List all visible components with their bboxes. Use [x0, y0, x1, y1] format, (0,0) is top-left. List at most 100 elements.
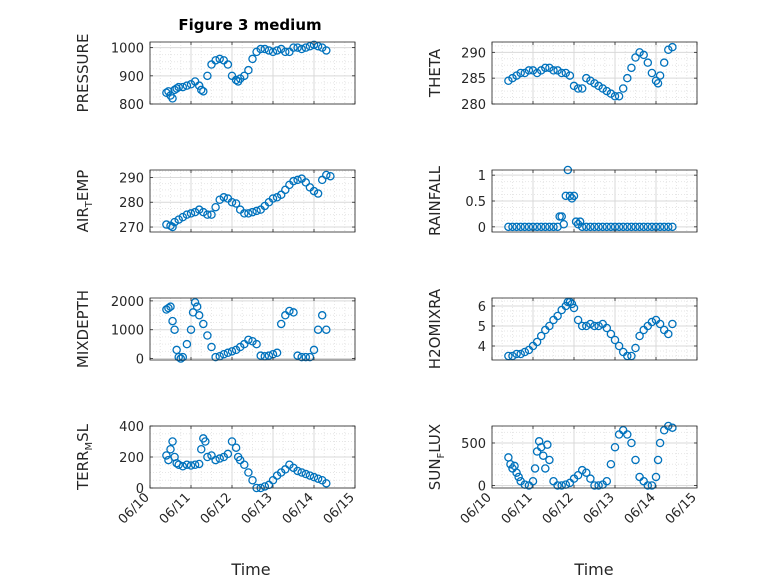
data-point: [512, 222, 521, 232]
data-point: [586, 222, 595, 232]
data-point: [655, 71, 665, 80]
y-axis-label: AIRTEMP: [74, 170, 95, 233]
y-tick-label: 1: [478, 169, 486, 184]
data-point: [248, 475, 257, 485]
data-point: [297, 468, 306, 477]
data-point: [655, 319, 665, 329]
data-point: [211, 455, 220, 465]
data-point: [170, 325, 179, 334]
data-point: [178, 462, 188, 471]
data-point: [164, 87, 173, 96]
data-point: [192, 302, 202, 311]
subplot-pressure: 800 900 1000 PRESSURE: [74, 34, 356, 113]
data-point: [532, 337, 542, 347]
y-tick-label: 6: [478, 300, 486, 315]
data-point: [305, 471, 315, 480]
data-point: [293, 466, 302, 476]
data-point: [227, 437, 237, 446]
y-axis-label-subscript: M: [84, 442, 95, 451]
data-point: [322, 325, 331, 334]
data-point: [240, 71, 249, 81]
data-point: [281, 185, 290, 195]
data-point: [317, 311, 327, 320]
data-point: [594, 481, 603, 490]
data-point: [174, 215, 183, 224]
data-point: [536, 331, 546, 341]
data-point: [219, 349, 229, 359]
data-point: [614, 92, 624, 101]
data-point: [639, 222, 648, 232]
y-tick-label: 290: [119, 171, 144, 186]
data-point: [647, 317, 657, 327]
data-point: [322, 479, 331, 488]
data-point: [586, 319, 595, 329]
data-point: [557, 212, 566, 221]
y-tick-label: 270: [119, 221, 144, 236]
data-point: [305, 41, 315, 51]
data-point: [326, 171, 335, 181]
y-axis-label-subscript: F: [436, 452, 447, 458]
data-point: [594, 321, 603, 331]
y-axis-label-main: RAINFALL: [426, 165, 444, 236]
data-point: [168, 222, 177, 232]
data-point: [606, 329, 616, 339]
data-point: [553, 311, 562, 321]
data-point: [174, 82, 183, 92]
data-point: [301, 178, 311, 187]
data-point: [256, 351, 265, 360]
data-point: [176, 354, 185, 363]
data-point: [309, 186, 319, 196]
data-point: [639, 50, 648, 60]
data-point: [623, 222, 632, 232]
axes-box: [149, 297, 356, 361]
data-point: [309, 345, 319, 355]
data-point: [219, 193, 229, 202]
data-point: [211, 352, 220, 362]
y-tick-label: 290: [461, 46, 486, 61]
data-point: [305, 352, 315, 362]
data-point: [549, 66, 558, 75]
data-point: [164, 303, 173, 313]
data-point: [207, 342, 216, 352]
data-point: [557, 481, 566, 490]
data-point: [623, 73, 632, 83]
data-point: [573, 84, 583, 93]
data-point: [223, 348, 233, 358]
data-point: [668, 42, 677, 52]
y-axis-label-main: TERR: [74, 451, 92, 492]
data-point: [293, 43, 302, 52]
y-axis-label: PRESSURE: [74, 34, 92, 113]
data-point: [614, 341, 624, 351]
y-tick-label: 285: [461, 72, 486, 87]
data-point: [606, 459, 616, 469]
data-point: [201, 437, 210, 446]
data-point: [569, 191, 579, 201]
data-point: [520, 222, 530, 232]
x-axis-label-right: Time: [573, 560, 613, 579]
data-point: [524, 222, 534, 232]
data-point: [313, 41, 323, 51]
data-point: [512, 468, 521, 477]
y-tick-label: 2000: [111, 295, 144, 310]
data-point: [655, 438, 665, 448]
data-point: [260, 482, 270, 491]
data-point: [545, 222, 554, 232]
data-point: [541, 464, 550, 473]
data-point: [272, 46, 282, 55]
data-point: [614, 222, 624, 232]
data-point: [231, 75, 241, 85]
data-point: [289, 176, 298, 186]
data-point: [549, 222, 558, 232]
data-point: [211, 56, 220, 65]
data-point: [541, 222, 550, 232]
data-point: [643, 58, 653, 67]
data-point: [186, 461, 196, 470]
y-axis-label-main: AIR: [74, 207, 92, 232]
data-point: [174, 352, 183, 362]
data-point: [244, 209, 253, 218]
data-point: [543, 440, 552, 449]
data-point: [582, 321, 591, 331]
data-point: [248, 54, 257, 64]
data-point: [559, 219, 569, 229]
